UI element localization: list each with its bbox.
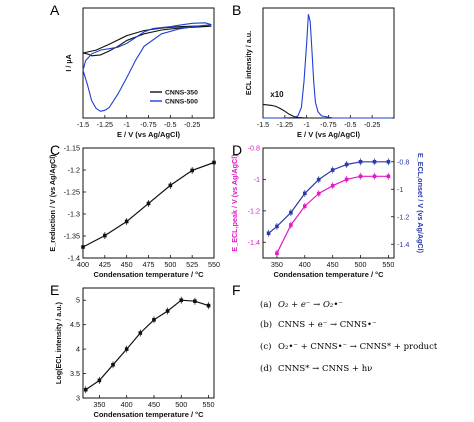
x-tick-label-d: 500: [355, 260, 367, 269]
x-tick-label-e: 450: [148, 400, 160, 409]
x-tick-label-c: 400: [77, 260, 89, 269]
y-tick-label-e: 4.5: [70, 320, 80, 329]
y-tick-label-c: -1.15: [64, 144, 80, 153]
x-tick-label-c: 425: [99, 260, 111, 269]
chart-b: -1.5 -1.25 -1 -0.75 -0.5 -0.25E / V (vs Ag/Ag…: [244, 7, 395, 139]
plot-frame-b: [262, 7, 395, 119]
x-tick-label-e: 500: [175, 400, 187, 409]
x-axis-label-a: E / V (vs Ag/AgCl): [117, 130, 181, 139]
y-axis-label-right-d: E_ECL,onset / V (vs Ag/AgCl): [416, 153, 425, 254]
reaction-a-equation: O₂ + e⁻ → O₂•⁻: [278, 300, 343, 310]
panel-letter-d: D: [232, 142, 242, 158]
panel-letter-b: B: [232, 2, 241, 18]
y-tick-label-right-d: -1.4: [397, 240, 409, 249]
reaction-c-equation: O₂•⁻ + CNNS•⁻ → CNNS* + product: [278, 342, 438, 352]
y-tick-label-right-d: -1: [397, 185, 403, 194]
x-tick-label-d: 550: [382, 260, 394, 269]
y-tick-label-right-d: -1.2: [397, 212, 409, 221]
panel-letter-e: E: [50, 282, 59, 298]
x-tick-label-a: -0.75: [140, 120, 156, 129]
y-axis-label-b: ECL intensity / a.u.: [244, 31, 253, 95]
reaction-c-label: (c): [260, 341, 271, 352]
series-line-b-0: [262, 103, 325, 119]
x-tick-label-c: 550: [208, 260, 220, 269]
chart-a: -1.5 -1.25 -1 -0.75 -0.5 -0.25E / V (vs Ag/Ag…: [64, 7, 215, 139]
reaction-d-label: (d): [260, 363, 272, 374]
x-tick-label-c: 525: [186, 260, 198, 269]
y-tick-label-c: -1.4: [68, 254, 80, 263]
y-tick-label-e: 3.5: [70, 369, 80, 378]
y-tick-label-c: -1.2: [68, 166, 80, 175]
x-tick-label-e: 400: [121, 400, 133, 409]
chart-c: 400 425 450 475 500 525 550 -1.4 -1.35 -1.3 -1.25 -…: [48, 144, 220, 280]
y-tick-label-c: -1.35: [64, 232, 80, 241]
x-axis-label-c: Condensation temperature / °C: [93, 270, 204, 279]
reaction-d-equation: CNNS* → CNNS + hν: [278, 364, 372, 374]
y-axis-label-d: E_ECL,peak / V (vs Ag/AgCl): [230, 154, 239, 252]
x-axis-label-e: Condensation temperature / °C: [93, 410, 204, 419]
x-tick-label-b: -0.5: [344, 120, 356, 129]
panel-letter-a: A: [50, 2, 60, 18]
x-tick-label-b: -0.25: [364, 120, 380, 129]
x-tick-label-e: 550: [203, 400, 215, 409]
plot-frame-e: [82, 287, 215, 399]
y-axis-label-a: I / µA: [64, 54, 73, 71]
chart-d: 350 400 450 500 550 -0.8 -1 -1.2 -1.4 -0.8 -1 -1.2 -…: [230, 144, 425, 280]
series-line-e-0: [85, 299, 209, 391]
x-tick-label-a: -0.5: [164, 120, 176, 129]
reaction-b-equation: CNNS + e⁻ → CNNS•⁻: [278, 320, 376, 330]
x-tick-label-e: 350: [93, 400, 105, 409]
panel-letter-c: C: [50, 142, 60, 158]
reaction-b-label: (b): [260, 319, 272, 330]
y-tick-label-e: 5: [76, 296, 80, 305]
x-tick-label-c: 450: [121, 260, 133, 269]
annotation-b: x10: [270, 90, 284, 99]
series-line-d-1: [268, 161, 389, 234]
x-tick-label-b: -1: [303, 120, 309, 129]
legend-label-a: CNNS-350: [165, 90, 198, 97]
x-axis-label-b: E / V (vs Ag/AgCl): [297, 130, 361, 139]
x-tick-label-c: 500: [164, 260, 176, 269]
y-tick-label-right-d: -0.8: [397, 157, 409, 166]
y-tick-label-e: 4: [76, 345, 80, 354]
y-tick-label-c: -1.3: [68, 210, 80, 219]
series-line-a-0: [82, 25, 212, 57]
reaction-list: (a) O₂ + e⁻ → O₂•⁻ (b) CNNS + e⁻ → CNNS•…: [260, 299, 438, 374]
x-axis-label-d: Condensation temperature / °C: [273, 270, 384, 279]
x-tick-label-b: -1.5: [257, 120, 269, 129]
x-tick-label-a: -1: [123, 120, 129, 129]
x-tick-label-b: -0.75: [320, 120, 336, 129]
y-tick-label-c: -1.25: [64, 188, 80, 197]
chart-e: 350 400 450 500 550 3 3.5 4 4.5 5 Condensation tem…: [54, 287, 215, 419]
legend-label-a: CNNS-500: [165, 99, 198, 106]
x-tick-label-c: 475: [143, 260, 155, 269]
x-tick-label-a: -1.5: [77, 120, 89, 129]
x-tick-label-d: 350: [271, 260, 283, 269]
y-axis-label-e: Log(ECL intensity / a.u.): [54, 301, 63, 384]
x-tick-label-d: 400: [299, 260, 311, 269]
y-tick-label-e: 3: [76, 394, 80, 403]
plot-frame-d: [262, 147, 395, 259]
y-tick-label-d: -1.4: [248, 238, 260, 247]
y-tick-label-d: -0.8: [248, 144, 260, 153]
y-tick-label-d: -1.2: [248, 206, 260, 215]
x-tick-label-a: -1.25: [97, 120, 113, 129]
y-tick-label-d: -1: [254, 175, 260, 184]
y-axis-label-c: E_reduction / V (vs Ag/AgCl): [48, 154, 57, 252]
x-tick-label-a: -0.25: [184, 120, 200, 129]
reaction-a-label: (a): [260, 299, 272, 310]
x-tick-label-b: -1.25: [277, 120, 293, 129]
series-line-a-1: [82, 22, 212, 112]
series-line-b-1: [263, 14, 393, 119]
x-tick-label-d: 450: [327, 260, 339, 269]
panel-letter-f: F: [232, 282, 241, 298]
